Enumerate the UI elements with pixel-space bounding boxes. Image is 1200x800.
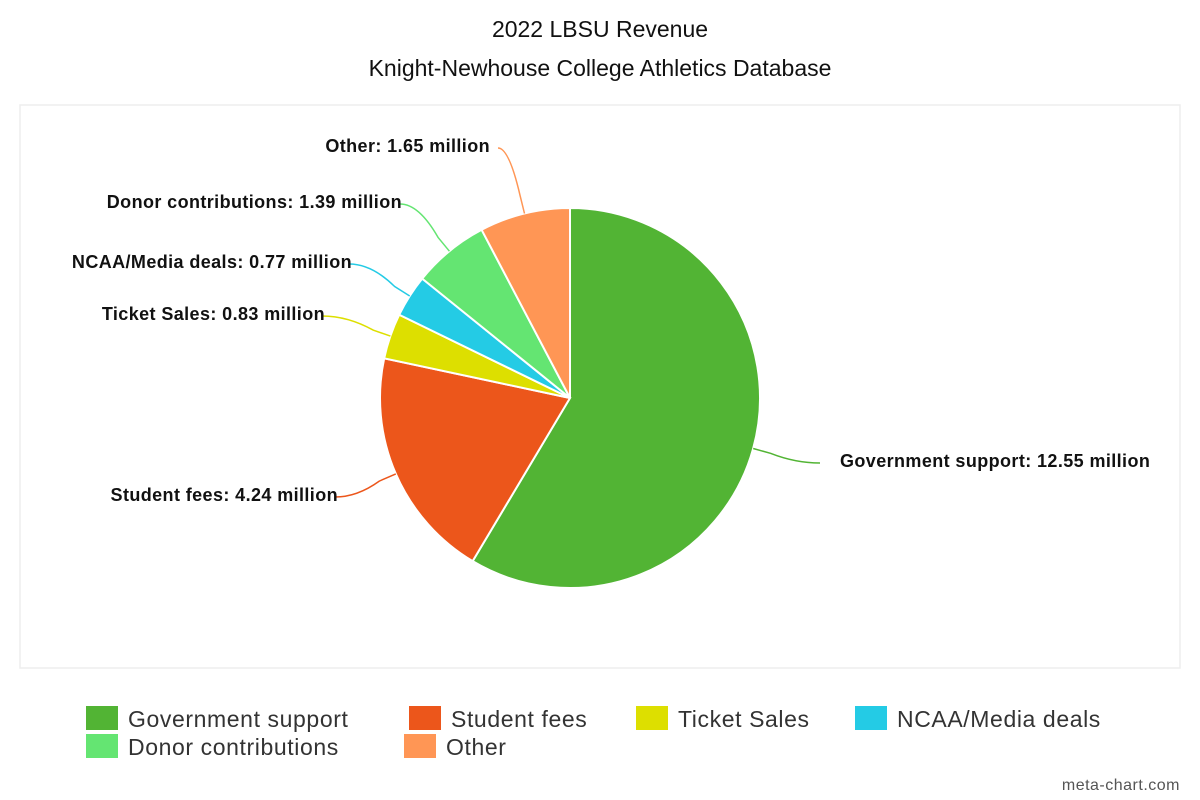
legend-swatch-other[interactable] [404,734,436,758]
legend: Government support Student fees Ticket Sal… [86,706,1101,760]
connector-ncaa-media-deals [348,263,411,297]
legend-swatch-donor-contributions[interactable] [86,734,118,758]
connector-other [497,147,526,214]
label-connectors [321,147,821,498]
legend-swatch-ncaa-media-deals[interactable] [855,706,887,730]
data-label-ncaa-media-deals: NCAA/Media deals: 0.77 million [72,252,352,272]
legend-swatch-student-fees[interactable] [409,706,441,730]
data-label-student-fees: Student fees: 4.24 million [111,485,338,505]
legend-label-government-support[interactable]: Government support [128,706,348,732]
data-label-government-support: Government support: 12.55 million [840,451,1150,471]
pie-slice-other[interactable] [480,206,571,399]
connector-government-support [752,447,821,464]
legend-label-donor-contributions[interactable]: Donor contributions [128,734,339,760]
legend-label-other[interactable]: Other [446,734,507,760]
watermark: meta-chart.com [1062,777,1180,794]
data-label-donor-contributions: Donor contributions: 1.39 million [107,192,402,212]
legend-swatch-government-support[interactable] [86,706,118,730]
legend-label-ncaa-media-deals[interactable]: NCAA/Media deals [897,706,1101,732]
legend-label-student-fees[interactable]: Student fees [451,706,587,732]
connector-ticket-sales [321,315,391,337]
slice-labels: Government support: 12.55 million Student… [72,136,1150,505]
pie-slice-government-support[interactable] [471,206,761,589]
chart-title: 2022 LBSU Revenue [492,16,708,42]
connector-donor-contributions [399,203,450,252]
chart-subtitle: Knight-Newhouse College Athletics Databa… [369,55,832,81]
legend-label-ticket-sales[interactable]: Ticket Sales [678,706,810,732]
pie-slices [379,206,761,589]
legend-swatch-ticket-sales[interactable] [636,706,668,730]
data-label-ticket-sales: Ticket Sales: 0.83 million [102,304,325,324]
connector-student-fees [334,473,397,498]
pie-slice-student-fees[interactable] [379,357,572,563]
data-label-other: Other: 1.65 million [325,136,490,156]
